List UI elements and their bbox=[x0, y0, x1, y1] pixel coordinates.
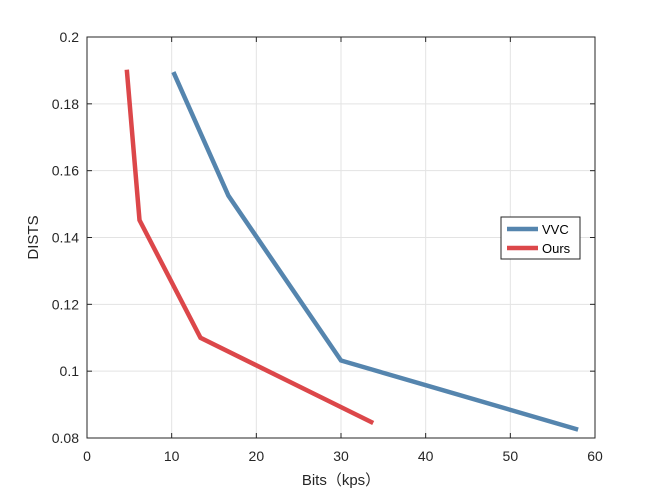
y-tick-label: 0.18 bbox=[52, 96, 79, 112]
y-axis-ticks: 0.08 0.1 0.12 0.14 0.16 0.18 0.2 bbox=[52, 29, 595, 446]
y-tick-label: 0.2 bbox=[60, 29, 80, 45]
legend[interactable]: VVC Ours bbox=[500, 216, 581, 260]
y-tick-label: 0.12 bbox=[52, 296, 79, 312]
x-tick-label: 40 bbox=[418, 448, 434, 464]
legend-box bbox=[500, 216, 581, 260]
legend-label-ours[interactable]: Ours bbox=[542, 241, 571, 256]
x-axis-ticks: 0 10 20 30 40 50 60 bbox=[83, 37, 603, 464]
series-lines bbox=[124, 69, 579, 432]
legend-label-vvc[interactable]: VVC bbox=[542, 222, 569, 237]
x-tick-label: 50 bbox=[503, 448, 519, 464]
y-tick-label: 0.08 bbox=[52, 430, 79, 446]
x-tick-label: 0 bbox=[83, 448, 91, 464]
x-tick-label: 10 bbox=[164, 448, 180, 464]
series-line-ours bbox=[124, 69, 375, 426]
x-tick-label: 60 bbox=[587, 448, 603, 464]
y-tick-label: 0.16 bbox=[52, 163, 79, 179]
y-tick-label: 0.14 bbox=[52, 230, 79, 246]
y-tick-label: 0.1 bbox=[60, 363, 80, 379]
x-axis-title: Bits（kps） bbox=[302, 472, 380, 489]
x-tick-label: 30 bbox=[333, 448, 349, 464]
y-axis-title: DISTS bbox=[25, 215, 42, 259]
series-line-vvc bbox=[171, 71, 579, 432]
x-tick-label: 20 bbox=[249, 448, 265, 464]
